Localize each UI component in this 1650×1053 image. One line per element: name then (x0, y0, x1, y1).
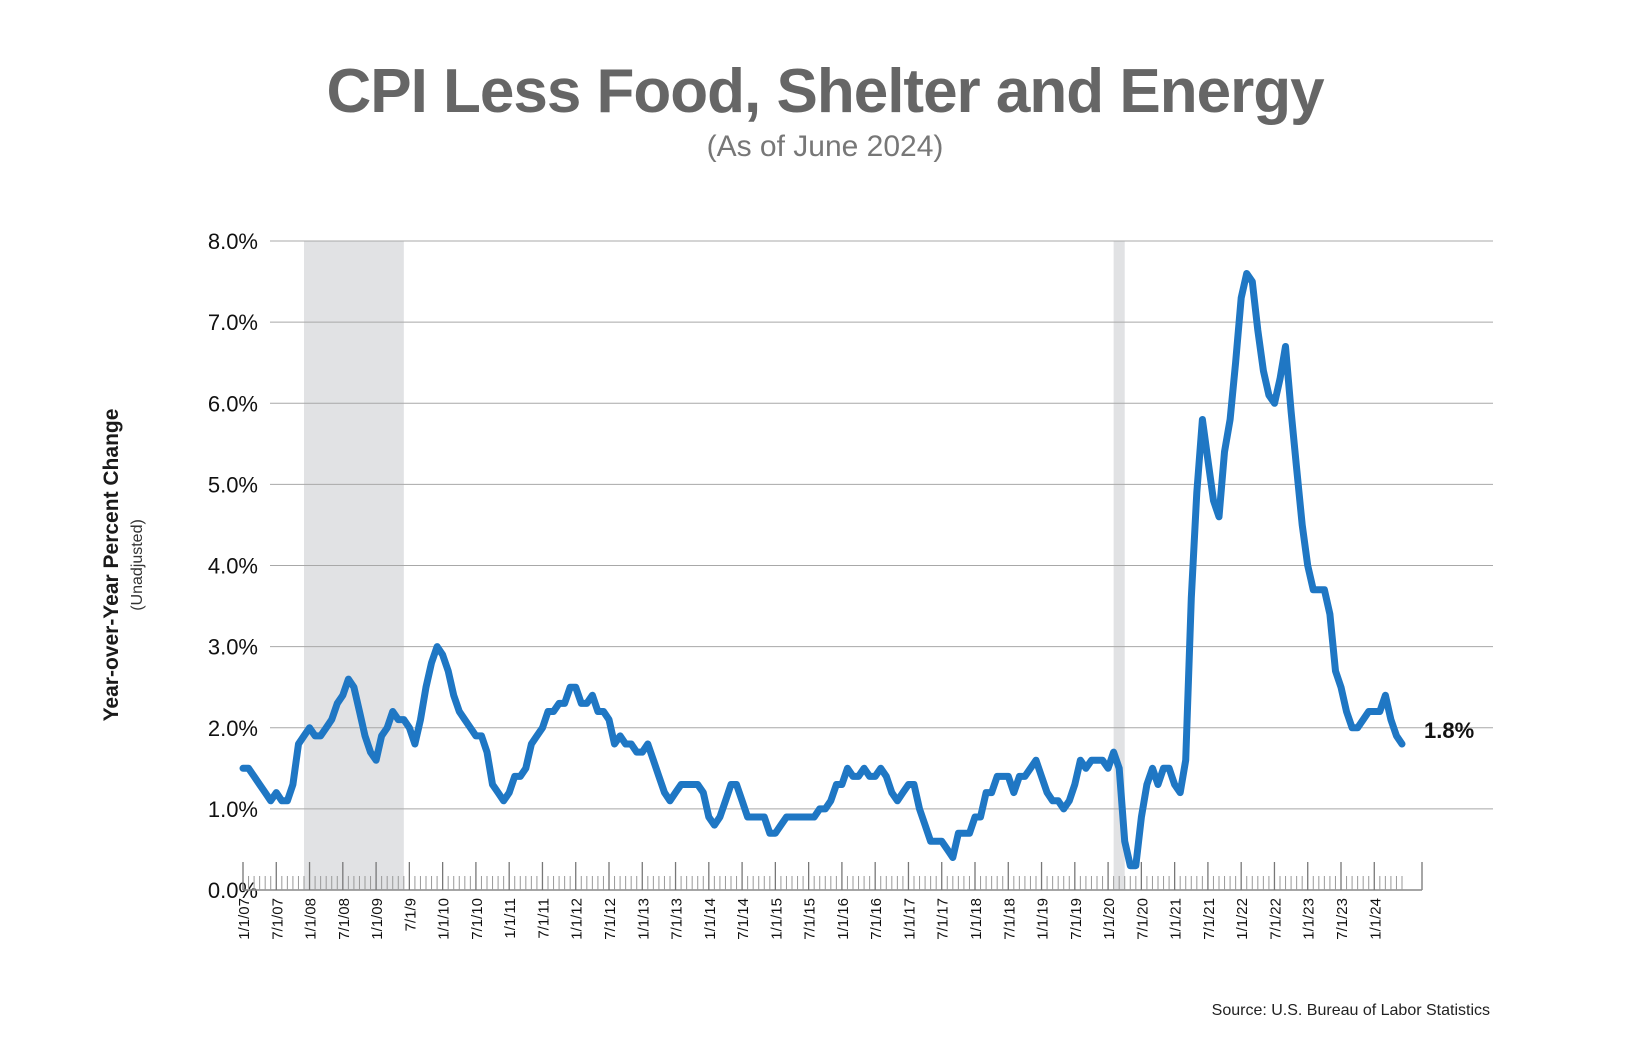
y-tick-label: 2.0% (208, 716, 258, 741)
x-tick-label: 7/1/10 (469, 898, 486, 940)
x-tick-label: 1/1/23 (1301, 898, 1318, 940)
x-tick-label: 1/1/14 (702, 898, 719, 940)
series-layer (239, 270, 1406, 870)
x-tick-label: 7/1/08 (336, 898, 353, 940)
x-tick-label: 7/1/16 (868, 898, 885, 940)
x-tick-label: 1/1/20 (1101, 898, 1118, 940)
y-tick-label: 3.0% (208, 635, 258, 660)
x-tick-label: 1/1/11 (502, 898, 519, 939)
end-value-label: 1.8% (1424, 718, 1474, 743)
x-tick-label: 7/1/20 (1134, 898, 1151, 940)
y-tick-label: 6.0% (208, 391, 258, 416)
y-tick-label: 7.0% (208, 310, 258, 335)
y-tick-label: 5.0% (208, 472, 258, 497)
x-tick-label: 7/1/23 (1334, 898, 1351, 940)
x-tick-label: 7/1/07 (269, 898, 286, 940)
x-tick-label: 1/1/17 (901, 898, 918, 940)
y-tick-label: 4.0% (208, 554, 258, 579)
chart-subtitle: (As of June 2024) (706, 130, 944, 163)
x-tick-label: 7/1/17 (935, 898, 952, 940)
x-tick-label: 7/1/11 (535, 898, 552, 939)
x-tick-label: 1/1/21 (1168, 898, 1185, 940)
x-tick-label: 1/1/09 (369, 898, 386, 940)
x-tick-label: 1/1/19 (1035, 898, 1052, 940)
x-tick-label: 1/1/24 (1367, 898, 1384, 940)
x-tick-label: 7/1/14 (735, 898, 752, 940)
x-tick-label: 1/1/08 (303, 898, 320, 940)
x-tick-label: 1/1/16 (835, 898, 852, 940)
series-line-1 (239, 270, 1406, 870)
x-tick-label: 1/1/10 (436, 898, 453, 940)
source-note: Source: U.S. Bureau of Labor Statistics (1211, 1002, 1490, 1019)
x-tick-label: 1/1/15 (768, 898, 785, 940)
x-tick-label: 7/1/19 (1068, 898, 1085, 940)
x-tick-label: 1/1/18 (968, 898, 985, 940)
x-tick-label: 7/1/13 (669, 898, 686, 940)
y-tick-label: 1.0% (208, 797, 258, 822)
x-tick-label: 1/1/07 (236, 898, 253, 940)
y-tick-label: 8.0% (208, 229, 258, 254)
chart-title: CPI Less Food, Shelter and Energy (326, 57, 1324, 126)
x-tick-label: 1/1/12 (569, 898, 586, 940)
x-tick-label: 1/1/13 (635, 898, 652, 940)
x-tick-label: 7/1/9 (402, 898, 419, 931)
x-tick-label: 7/1/18 (1001, 898, 1018, 940)
x-tick-label: 7/1/15 (802, 898, 819, 940)
x-tick-label: 7/1/22 (1267, 898, 1284, 940)
y-tick-labels: 0.0%1.0%2.0%3.0%4.0%5.0%6.0%7.0%8.0% (208, 229, 258, 903)
x-tick-label: 1/1/22 (1234, 898, 1251, 940)
x-tick-label: 7/1/21 (1201, 898, 1218, 940)
x-tick-label: 7/1/12 (602, 898, 619, 940)
x-axis: 1/1/07 7/1/07 1/1/08 7/1/08 1/1/09 7/1/9 1/1/1… (236, 862, 1423, 940)
gridlines (270, 240, 1493, 810)
